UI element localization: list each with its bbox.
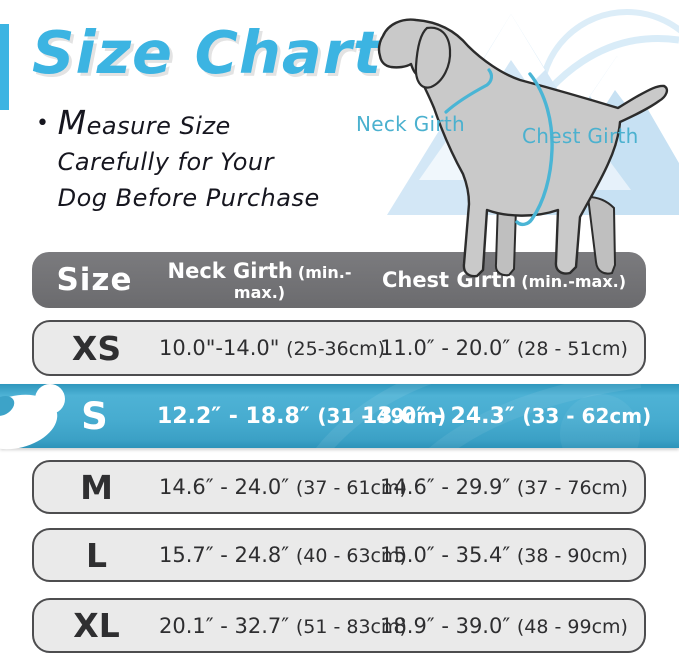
neck-girth-value: 14.6″ - 24.0″ (37 - 61cm) bbox=[159, 475, 407, 499]
neck-girth-value: 10.0"-14.0" (25-36cm) bbox=[159, 336, 386, 360]
neck-girth-value: 20.1″ - 32.7″ (51 - 83cm) bbox=[159, 613, 407, 638]
header-size: Size bbox=[56, 262, 133, 298]
chest-girth-value: 11.0″ - 20.0″ (28 - 51cm) bbox=[380, 336, 628, 360]
table-row-m: M 14.6″ - 24.0″ (37 - 61cm) 14.6″ - 29.9… bbox=[32, 460, 646, 514]
dog-body bbox=[377, 18, 669, 278]
table-row-s-highlighted: S 12.2″ - 18.8″ (31 - 49cm) 13.0″ - 24.3… bbox=[0, 384, 679, 450]
chest-girth-line bbox=[515, 72, 554, 227]
note-text: Measure Size Carefully for Your Dog Befo… bbox=[57, 103, 320, 213]
header-chest-girth: Chest Girth (min.-max.) bbox=[381, 268, 627, 292]
page-title: Size Chart bbox=[32, 18, 383, 87]
dog-illustration: Neck Girth Chest Girth bbox=[330, 12, 675, 284]
size-label: M bbox=[80, 467, 113, 507]
header-neck-girth: Neck Girth (min.-max.) bbox=[167, 258, 352, 302]
table-row-xs: XS 10.0"-14.0" (25-36cm) 11.0″ - 20.0″ (… bbox=[32, 320, 646, 376]
chest-girth-value: 14.6″ - 29.9″ (37 - 76cm) bbox=[380, 475, 628, 499]
dog-far-legs bbox=[494, 200, 518, 277]
note-bullet: • bbox=[36, 111, 50, 136]
table-row-xl: XL 20.1″ - 32.7″ (51 - 83cm) 18.9″ - 39.… bbox=[32, 598, 646, 653]
chest-girth-value: 13.0″ - 24.3″ (33 - 62cm) bbox=[362, 403, 652, 429]
dog-ear bbox=[414, 26, 452, 89]
dog-silhouette bbox=[377, 18, 669, 278]
size-label: XL bbox=[73, 606, 120, 645]
chest-girth-value: 18.9″ - 39.0″ (48 - 99cm) bbox=[380, 613, 628, 638]
neck-girth-value: 15.7″ - 24.8″ (40 - 63cm) bbox=[159, 543, 407, 567]
neck-girth-value: 12.2″ - 18.8″ (31 - 49cm) bbox=[157, 403, 447, 429]
neck-girth-line bbox=[444, 68, 494, 114]
paw-icon bbox=[0, 384, 65, 450]
measure-note: • Measure Size Carefully for Your Dog Be… bbox=[36, 103, 352, 216]
title-accent-bar bbox=[0, 24, 9, 110]
chest-girth-label: Chest Girth bbox=[522, 124, 639, 148]
chest-girth-value: 15.0″ - 35.4″ (38 - 90cm) bbox=[380, 543, 628, 567]
table-header-row: Size Neck Girth (min.-max.) Chest Girth … bbox=[32, 252, 646, 308]
table-row-l: L 15.7″ - 24.8″ (40 - 63cm) 15.0″ - 35.4… bbox=[32, 528, 646, 582]
size-label: L bbox=[85, 535, 108, 575]
size-label: XS bbox=[71, 328, 122, 368]
size-label: S bbox=[81, 394, 108, 438]
neck-girth-label: Neck Girth bbox=[356, 112, 465, 136]
